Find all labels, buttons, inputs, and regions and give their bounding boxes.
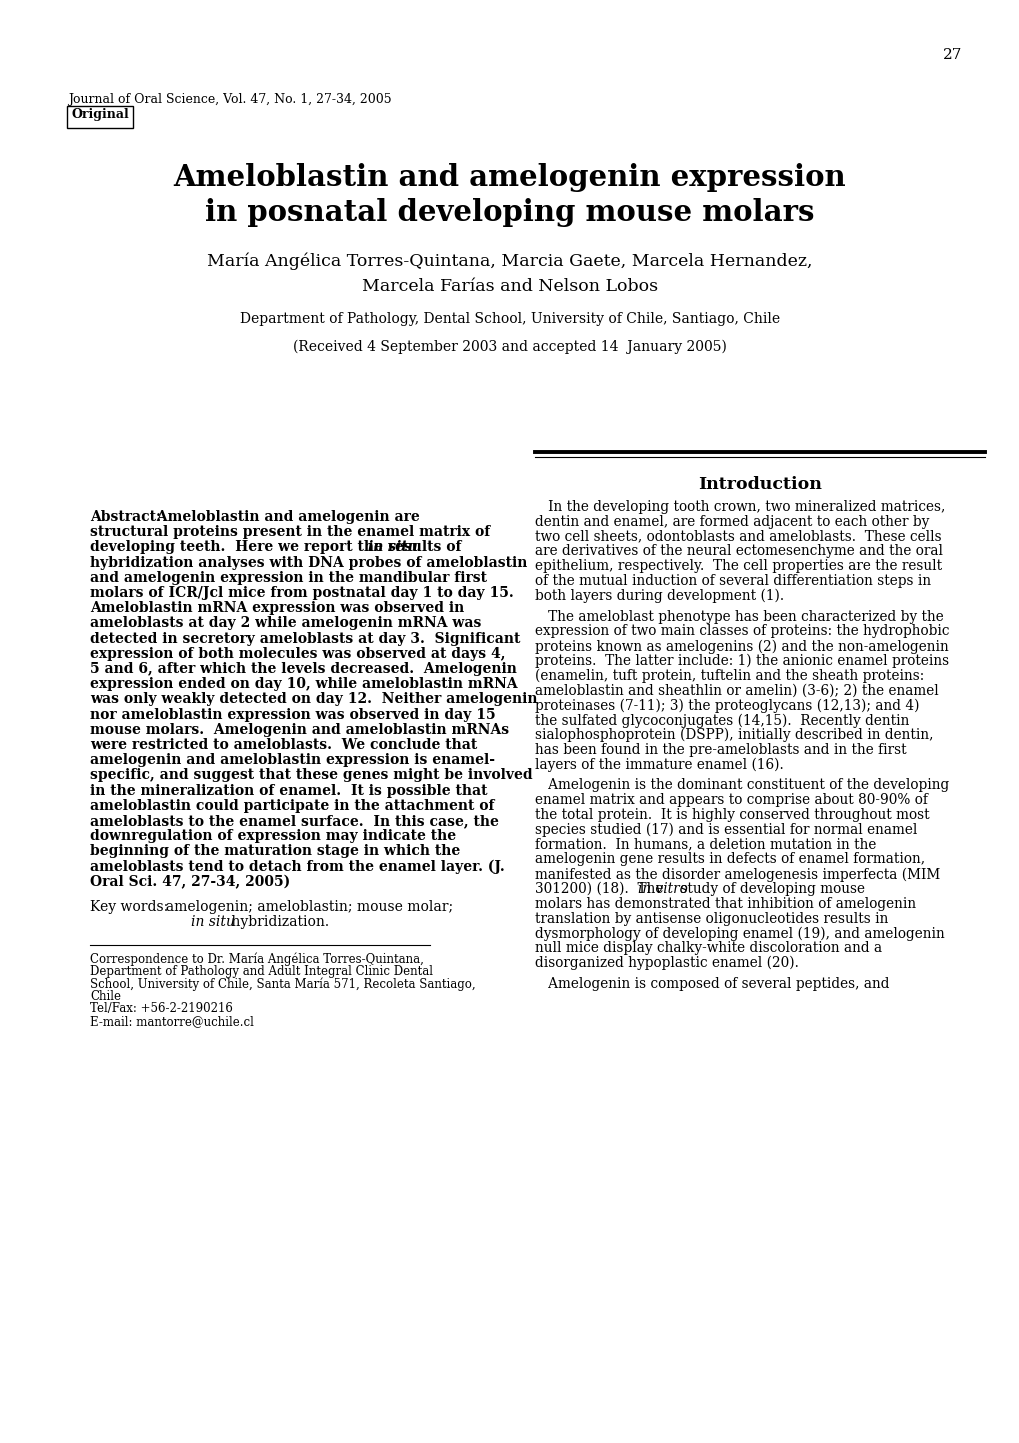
- Text: 301200) (18).  The: 301200) (18). The: [535, 882, 667, 896]
- Text: in the mineralization of enamel.  It is possible that: in the mineralization of enamel. It is p…: [90, 784, 487, 798]
- Text: Amelogenin is composed of several peptides, and: Amelogenin is composed of several peptid…: [535, 977, 889, 991]
- Text: sialophosphoprotein (DSPP), initially described in dentin,: sialophosphoprotein (DSPP), initially de…: [535, 729, 932, 742]
- Text: downregulation of expression may indicate the: downregulation of expression may indicat…: [90, 830, 455, 843]
- Text: beginning of the maturation stage in which the: beginning of the maturation stage in whi…: [90, 844, 460, 859]
- Text: Correspondence to Dr. María Angélica Torres-Quintana,: Correspondence to Dr. María Angélica Tor…: [90, 952, 424, 965]
- Text: ameloblasts to the enamel surface.  In this case, the: ameloblasts to the enamel surface. In th…: [90, 814, 498, 828]
- Text: María Angélica Torres-Quintana, Marcia Gaete, Marcela Hernandez,: María Angélica Torres-Quintana, Marcia G…: [207, 253, 812, 270]
- Text: Key words:: Key words:: [90, 900, 168, 913]
- Text: two cell sheets, odontoblasts and ameloblasts.  These cells: two cell sheets, odontoblasts and amelob…: [535, 530, 941, 544]
- Text: epithelium, respectively.  The cell properties are the result: epithelium, respectively. The cell prope…: [535, 560, 942, 573]
- Text: ameloblasts at day 2 while amelogenin mRNA was: ameloblasts at day 2 while amelogenin mR…: [90, 616, 481, 631]
- Text: molars of ICR/Jcl mice from postnatal day 1 to day 15.: molars of ICR/Jcl mice from postnatal da…: [90, 586, 514, 600]
- Text: proteinases (7-11); 3) the proteoglycans (12,13); and 4): proteinases (7-11); 3) the proteoglycans…: [535, 698, 918, 713]
- Text: formation.  In humans, a deletion mutation in the: formation. In humans, a deletion mutatio…: [535, 837, 875, 851]
- Text: has been found in the pre-ameloblasts and in the first: has been found in the pre-ameloblasts an…: [535, 743, 906, 756]
- Text: 5 and 6, after which the levels decreased.  Amelogenin: 5 and 6, after which the levels decrease…: [90, 662, 517, 675]
- Text: in situ: in situ: [368, 540, 418, 554]
- Text: Introduction: Introduction: [697, 476, 821, 494]
- Text: specific, and suggest that these genes might be involved: specific, and suggest that these genes m…: [90, 769, 532, 782]
- Text: mouse molars.  Amelogenin and ameloblastin mRNAs: mouse molars. Amelogenin and ameloblasti…: [90, 723, 508, 737]
- Text: in vitro: in vitro: [637, 882, 687, 896]
- Text: structural proteins present in the enamel matrix of: structural proteins present in the ename…: [90, 525, 490, 540]
- Text: both layers during development (1).: both layers during development (1).: [535, 589, 784, 603]
- Text: nor ameloblastin expression was observed in day 15: nor ameloblastin expression was observed…: [90, 707, 495, 722]
- Text: study of developing mouse: study of developing mouse: [675, 882, 864, 896]
- Text: School, University of Chile, Santa María 571, Recoleta Santiago,: School, University of Chile, Santa María…: [90, 977, 475, 991]
- Text: Marcela Farías and Nelson Lobos: Marcela Farías and Nelson Lobos: [362, 278, 657, 294]
- Text: Department of Pathology and Adult Integral Clinic Dental: Department of Pathology and Adult Integr…: [90, 965, 433, 978]
- Text: Original: Original: [71, 108, 128, 121]
- Text: manifested as the disorder amelogenesis imperfecta (MIM: manifested as the disorder amelogenesis …: [535, 867, 940, 882]
- Text: In the developing tooth crown, two mineralized matrices,: In the developing tooth crown, two miner…: [535, 501, 945, 514]
- Text: Ameloblastin and amelogenin expression: Ameloblastin and amelogenin expression: [173, 163, 846, 192]
- Text: Chile: Chile: [90, 990, 121, 1003]
- Text: expression ended on day 10, while ameloblastin mRNA: expression ended on day 10, while amelob…: [90, 677, 517, 691]
- Text: enamel matrix and appears to comprise about 80-90% of: enamel matrix and appears to comprise ab…: [535, 794, 927, 807]
- Text: in posnatal developing mouse molars: in posnatal developing mouse molars: [205, 198, 814, 227]
- Text: Ameloblastin mRNA expression was observed in: Ameloblastin mRNA expression was observe…: [90, 602, 464, 615]
- Text: amelogenin; ameloblastin; mouse molar;: amelogenin; ameloblastin; mouse molar;: [157, 900, 452, 913]
- Text: Department of Pathology, Dental School, University of Chile, Santiago, Chile: Department of Pathology, Dental School, …: [239, 312, 780, 326]
- Text: was only weakly detected on day 12.  Neither amelogenin: was only weakly detected on day 12. Neit…: [90, 693, 537, 707]
- Text: 27: 27: [942, 48, 961, 62]
- Text: proteins.  The latter include: 1) the anionic enamel proteins: proteins. The latter include: 1) the ani…: [535, 654, 949, 668]
- Text: developing teeth.  Here we report the results of: developing teeth. Here we report the res…: [90, 540, 466, 554]
- Text: Journal of Oral Science, Vol. 47, No. 1, 27-34, 2005: Journal of Oral Science, Vol. 47, No. 1,…: [68, 92, 391, 105]
- Text: Tel/Fax: +56-2-2190216: Tel/Fax: +56-2-2190216: [90, 1003, 232, 1016]
- Text: E-mail: mantorre@uchile.cl: E-mail: mantorre@uchile.cl: [90, 1014, 254, 1027]
- Text: were restricted to ameloblasts.  We conclude that: were restricted to ameloblasts. We concl…: [90, 737, 477, 752]
- Text: hybridization analyses with DNA probes of ameloblastin: hybridization analyses with DNA probes o…: [90, 556, 527, 570]
- Text: molars has demonstrated that inhibition of amelogenin: molars has demonstrated that inhibition …: [535, 896, 915, 911]
- Text: (enamelin, tuft protein, tuftelin and the sheath proteins:: (enamelin, tuft protein, tuftelin and th…: [535, 668, 923, 683]
- Text: dysmorphology of developing enamel (19), and amelogenin: dysmorphology of developing enamel (19),…: [535, 926, 944, 941]
- Text: species studied (17) and is essential for normal enamel: species studied (17) and is essential fo…: [535, 823, 916, 837]
- Text: amelogenin gene results in defects of enamel formation,: amelogenin gene results in defects of en…: [535, 853, 924, 866]
- Text: layers of the immature enamel (16).: layers of the immature enamel (16).: [535, 758, 783, 772]
- Text: in situ: in situ: [191, 915, 234, 929]
- Text: disorganized hypoplastic enamel (20).: disorganized hypoplastic enamel (20).: [535, 957, 798, 970]
- Text: translation by antisense oligonucleotides results in: translation by antisense oligonucleotide…: [535, 912, 888, 925]
- Text: expression of two main classes of proteins: the hydrophobic: expression of two main classes of protei…: [535, 625, 949, 638]
- Text: hybridization.: hybridization.: [227, 915, 329, 929]
- Text: and amelogenin expression in the mandibular first: and amelogenin expression in the mandibu…: [90, 571, 486, 584]
- Text: the total protein.  It is highly conserved throughout most: the total protein. It is highly conserve…: [535, 808, 928, 823]
- Text: Abstract:: Abstract:: [90, 509, 161, 524]
- Text: Ameloblastin and amelogenin are: Ameloblastin and amelogenin are: [152, 509, 420, 524]
- FancyBboxPatch shape: [67, 105, 132, 128]
- Text: detected in secretory ameloblasts at day 3.  Significant: detected in secretory ameloblasts at day…: [90, 632, 520, 645]
- Text: The ameloblast phenotype has been characterized by the: The ameloblast phenotype has been charac…: [535, 609, 943, 623]
- Text: Amelogenin is the dominant constituent of the developing: Amelogenin is the dominant constituent o…: [535, 778, 949, 792]
- Text: null mice display chalky-white discoloration and a: null mice display chalky-white discolora…: [535, 941, 881, 955]
- Text: the sulfated glycoconjugates (14,15).  Recently dentin: the sulfated glycoconjugates (14,15). Re…: [535, 713, 909, 727]
- Text: ameloblastin and sheathlin or amelin) (3-6); 2) the enamel: ameloblastin and sheathlin or amelin) (3…: [535, 684, 937, 697]
- Text: expression of both molecules was observed at days 4,: expression of both molecules was observe…: [90, 646, 505, 661]
- Text: are derivatives of the neural ectomesenchyme and the oral: are derivatives of the neural ectomesenc…: [535, 544, 943, 558]
- Text: amelogenin and ameloblastin expression is enamel-: amelogenin and ameloblastin expression i…: [90, 753, 494, 768]
- Text: ameloblastin could participate in the attachment of: ameloblastin could participate in the at…: [90, 799, 494, 812]
- Text: dentin and enamel, are formed adjacent to each other by: dentin and enamel, are formed adjacent t…: [535, 515, 928, 528]
- Text: ameloblasts tend to detach from the enamel layer. (J.: ameloblasts tend to detach from the enam…: [90, 860, 504, 874]
- Text: (Received 4 September 2003 and accepted 14  January 2005): (Received 4 September 2003 and accepted …: [292, 341, 727, 355]
- Text: of the mutual induction of several differentiation steps in: of the mutual induction of several diffe…: [535, 574, 930, 587]
- Text: proteins known as amelogenins (2) and the non-amelogenin: proteins known as amelogenins (2) and th…: [535, 639, 948, 654]
- Text: Oral Sci. 47, 27-34, 2005): Oral Sci. 47, 27-34, 2005): [90, 874, 290, 889]
